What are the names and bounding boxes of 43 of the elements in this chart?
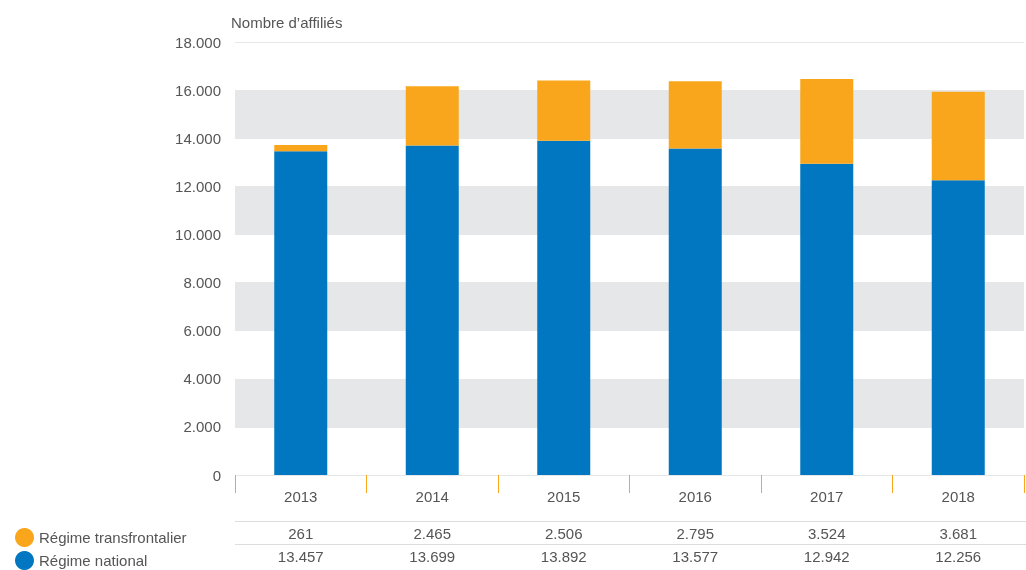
bar (274, 145, 328, 152)
data-label: 3.524 (807, 524, 846, 542)
bar (405, 86, 459, 146)
bar (537, 80, 591, 141)
bar (800, 163, 854, 475)
y-tick-label: 10.000 (175, 225, 221, 243)
bar (405, 145, 459, 475)
bar (274, 151, 328, 475)
data-label: 13.457 (277, 547, 324, 565)
y-tick-label: 0 (212, 466, 221, 484)
x-tick-label: 2014 (415, 488, 449, 505)
data-label: 2.795 (676, 524, 715, 542)
y-tick-label: 6.000 (183, 322, 221, 340)
bar (537, 140, 591, 475)
x-tick-label: 2017 (810, 488, 844, 505)
x-tick-label: 2018 (941, 488, 975, 505)
bar (931, 91, 985, 181)
data-label: 3.681 (939, 524, 978, 542)
bar (800, 78, 854, 164)
y-tick-label: 16.000 (175, 81, 221, 99)
data-label: 13.699 (409, 547, 456, 565)
y-tick-label: 14.000 (175, 129, 221, 147)
legend-label: Régime transfrontalier (39, 529, 187, 546)
x-tick-label: 2016 (678, 488, 712, 505)
bar (668, 81, 722, 149)
data-label: 2.465 (413, 524, 452, 542)
y-tick-label: 4.000 (183, 370, 221, 388)
data-label: 12.942 (803, 547, 850, 565)
data-label: 13.892 (540, 547, 587, 565)
y-tick-label: 8.000 (183, 274, 221, 292)
y-tick-label: 12.000 (175, 177, 221, 195)
data-label: 13.577 (672, 547, 719, 565)
data-label: 12.256 (935, 547, 982, 565)
legend-label: Régime national (39, 552, 148, 569)
data-label: 2.506 (544, 524, 583, 542)
y-tick-label: 18.000 (175, 33, 221, 51)
y-tick-label: 2.000 (183, 418, 221, 436)
y-axis-title: Nombre d’affiliés (231, 14, 343, 31)
x-tick-label: 2013 (284, 488, 318, 505)
data-label: 261 (288, 524, 314, 542)
bar (931, 180, 985, 475)
bar (668, 148, 722, 475)
x-tick-label: 2015 (547, 488, 581, 505)
